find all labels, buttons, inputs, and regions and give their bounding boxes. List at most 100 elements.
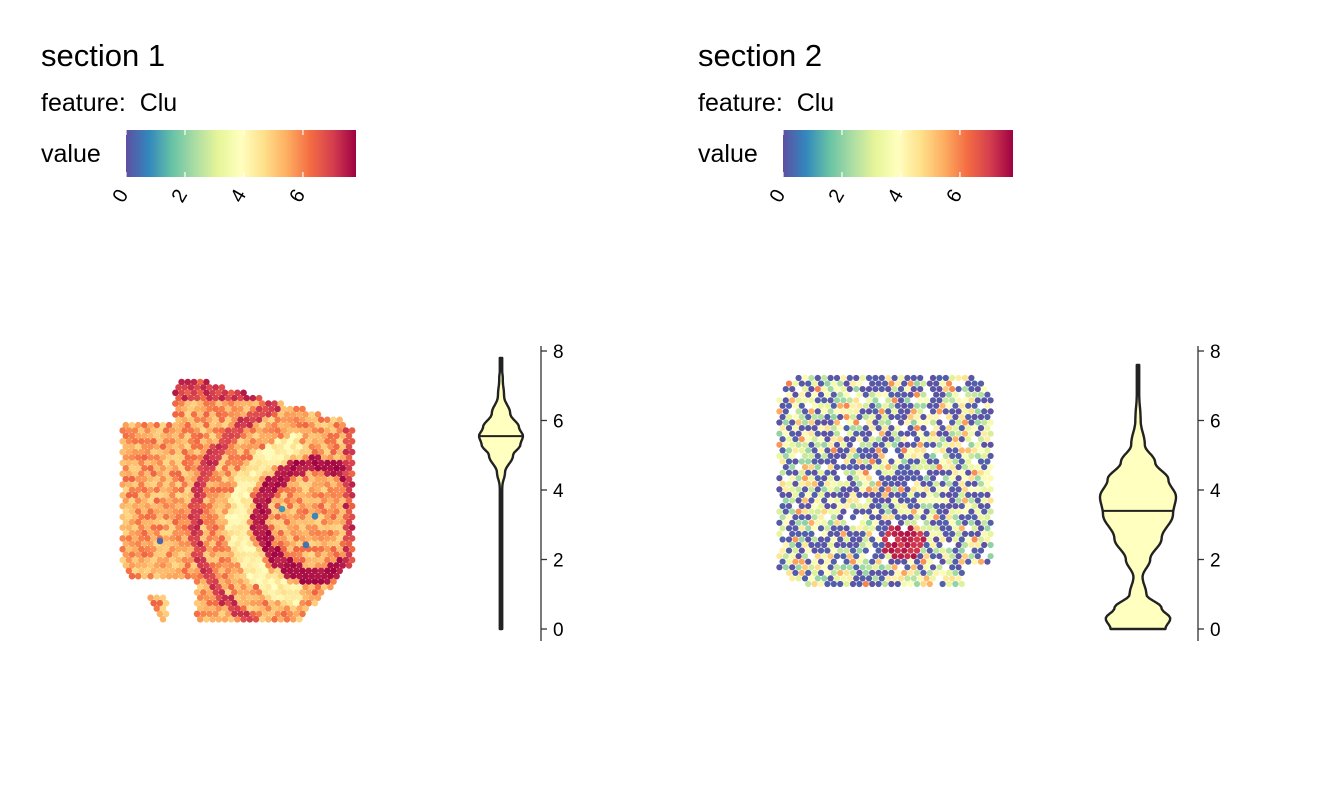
spatial-spot	[314, 486, 322, 494]
spatial-spot	[336, 567, 344, 575]
spatial-spot	[821, 508, 828, 515]
spatial-spot	[181, 535, 188, 542]
spatial-spot	[128, 454, 136, 461]
spatial-spot	[817, 391, 825, 398]
spatial-spot	[910, 419, 917, 426]
spatial-spot	[296, 551, 303, 558]
spatial-spot	[134, 508, 142, 515]
spatial-spot	[153, 454, 161, 461]
spatial-spot	[805, 391, 812, 398]
spatial-spot	[830, 514, 837, 521]
spatial-spot	[974, 541, 981, 549]
spatial-spot	[907, 503, 914, 510]
spatial-spot	[961, 419, 969, 426]
spatial-spot	[891, 564, 898, 571]
spatial-spot	[846, 564, 853, 571]
spatial-spot	[249, 470, 257, 478]
spatial-spot	[265, 454, 272, 461]
spatial-spot	[865, 564, 873, 571]
spatial-spot	[792, 413, 799, 421]
spatial-spot	[942, 519, 949, 526]
spatial-spot	[271, 605, 278, 612]
spatial-spot	[320, 583, 328, 591]
spatial-spot	[808, 452, 815, 460]
spatial-spot	[144, 481, 151, 488]
spatial-spot	[231, 427, 238, 434]
spatial-spot	[209, 421, 216, 429]
spatial-spot	[336, 438, 344, 445]
spatial-spot	[907, 402, 914, 409]
spatial-spot	[215, 616, 223, 623]
spatial-spot	[833, 408, 841, 415]
spatial-spot	[212, 556, 219, 564]
spatial-spot	[801, 475, 809, 482]
spatial-spot	[881, 536, 889, 543]
spatial-spot	[846, 530, 853, 538]
spatial-spot	[234, 443, 241, 451]
spatial-spot	[224, 578, 232, 585]
spatial-spot	[234, 551, 241, 558]
spatial-spot	[240, 443, 247, 451]
spatial-spot	[814, 553, 821, 560]
spatial-spot	[785, 380, 793, 387]
spatial-spot	[122, 562, 130, 569]
spatial-spot	[833, 475, 841, 482]
spatial-spot	[336, 556, 344, 564]
spatial-spot	[209, 518, 216, 526]
spatial-spot	[271, 400, 278, 407]
spatial-spot	[175, 448, 182, 456]
spatial-spot	[348, 438, 356, 445]
spatial-spot	[302, 454, 309, 461]
spatial-spot	[888, 547, 895, 554]
spatial-spot	[821, 386, 828, 393]
spatial-spot	[952, 514, 959, 521]
spatial-spot	[348, 535, 356, 542]
spatial-spot	[897, 464, 905, 471]
spatial-spot	[203, 497, 210, 505]
spatial-spot	[869, 525, 876, 532]
spatial-spot	[243, 599, 250, 607]
spatial-spot	[212, 599, 219, 607]
spatial-spot	[159, 529, 167, 537]
spatial-spot	[125, 545, 133, 553]
spatial-spot	[849, 425, 857, 432]
spatial-spot	[782, 452, 789, 460]
spatial-spot	[240, 454, 247, 461]
spatial-spot	[128, 465, 136, 472]
spatial-spot	[218, 448, 226, 456]
spatial-spot	[172, 432, 179, 440]
spatial-spot	[904, 397, 911, 404]
spatial-spot	[184, 475, 192, 483]
spatial-spot	[798, 469, 805, 476]
spatial-spot	[789, 397, 796, 404]
spatial-spot	[255, 394, 263, 402]
spatial-spot	[917, 497, 924, 504]
spatial-spot	[327, 475, 334, 483]
spatial-spot	[926, 480, 933, 487]
spatial-spot	[221, 475, 229, 483]
colorbar-tick-label: 6	[942, 186, 967, 207]
spatial-spot	[830, 525, 837, 532]
spatial-spot	[311, 556, 319, 564]
spatial-spot	[227, 432, 235, 440]
spatial-spot	[286, 502, 294, 510]
spatial-spot	[345, 465, 353, 472]
spatial-spot	[345, 497, 353, 505]
spatial-spot	[224, 556, 232, 564]
spatial-spot	[904, 486, 911, 493]
spatial-spot	[869, 391, 876, 398]
spatial-spot	[901, 436, 908, 443]
spatial-spot	[859, 486, 866, 493]
spatial-spot	[212, 535, 219, 542]
spatial-spot	[888, 514, 895, 521]
spatial-spot	[252, 454, 260, 461]
spatial-spot	[798, 458, 805, 465]
spatial-spot	[833, 441, 841, 448]
spatial-spot	[894, 580, 901, 588]
spatial-spot	[227, 518, 235, 526]
spatial-spot	[910, 408, 917, 415]
spatial-spot	[977, 536, 985, 543]
spatial-spot	[859, 519, 866, 526]
